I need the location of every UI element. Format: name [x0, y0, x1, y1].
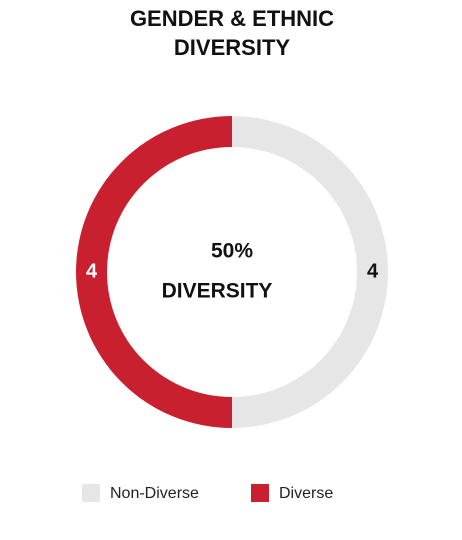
legend-swatch	[251, 484, 269, 502]
data-label: 4	[86, 260, 98, 282]
donut-segment	[76, 116, 232, 428]
legend-label: Non-Diverse	[110, 485, 199, 502]
donut-segment	[232, 116, 388, 428]
data-label: 4	[367, 260, 379, 282]
center-label: DIVERSITY	[162, 280, 273, 303]
center-value: 50%	[211, 240, 253, 263]
legend-swatch	[82, 484, 100, 502]
legend-label: Diverse	[279, 485, 333, 502]
chart-title: GENDER & ETHNIC DIVERSITY	[129, 6, 335, 60]
